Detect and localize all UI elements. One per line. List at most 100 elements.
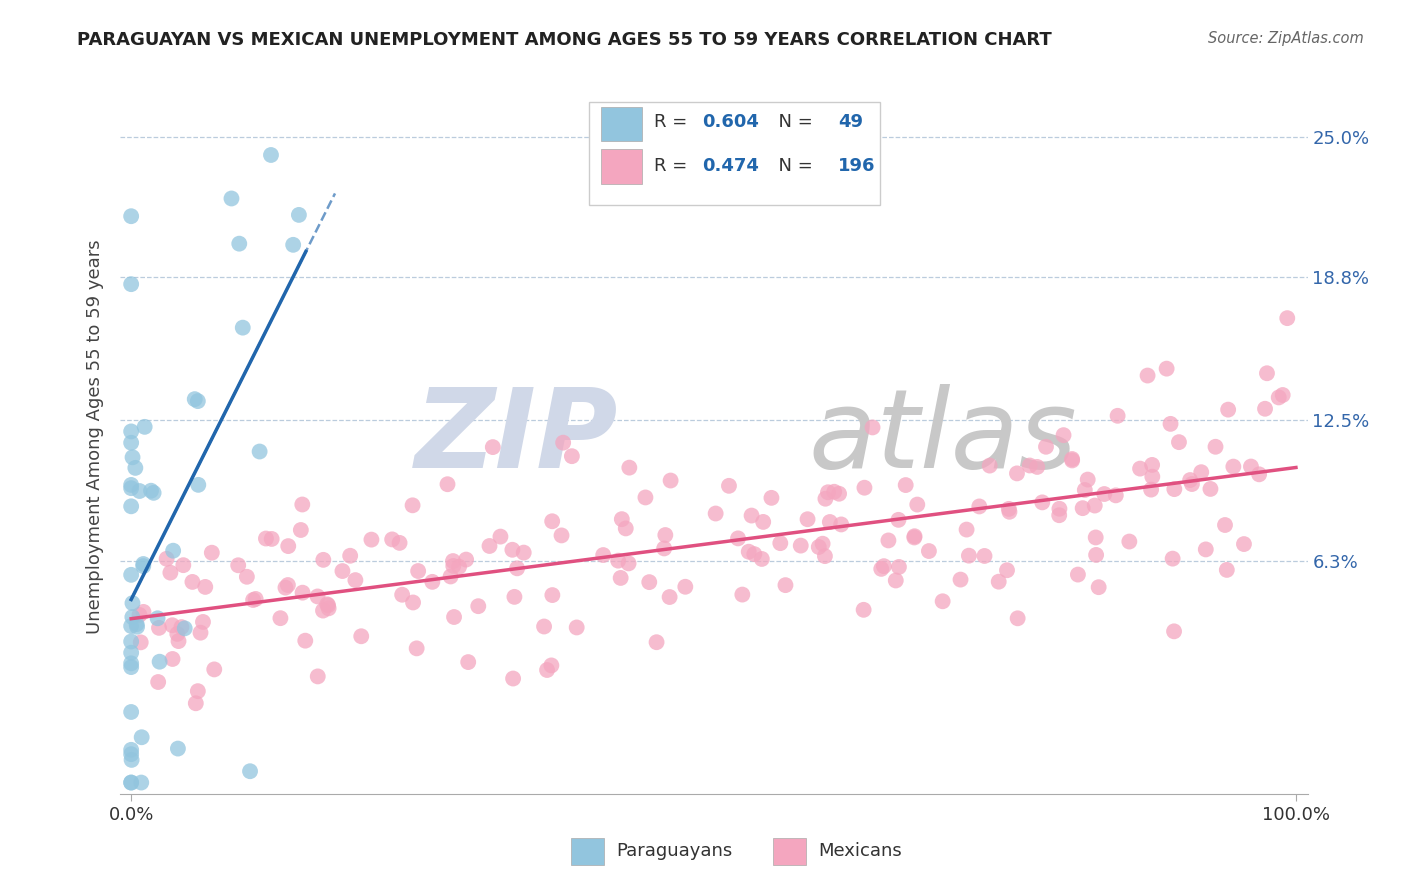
Point <box>478 539 501 553</box>
Point <box>121 596 143 610</box>
Point <box>129 775 152 789</box>
Point <box>439 569 461 583</box>
Point <box>998 501 1021 516</box>
Text: N =: N = <box>768 157 818 175</box>
Point <box>887 513 910 527</box>
Point <box>128 483 150 498</box>
Point <box>381 533 404 547</box>
Point <box>173 621 195 635</box>
Point <box>236 570 259 584</box>
Point <box>1087 580 1109 594</box>
Point <box>120 425 142 439</box>
Point <box>134 420 156 434</box>
Point <box>127 620 149 634</box>
Point <box>610 512 633 526</box>
Point <box>817 485 839 500</box>
Text: Source: ZipAtlas.com: Source: ZipAtlas.com <box>1208 31 1364 46</box>
Point <box>202 662 225 676</box>
Point <box>955 523 977 537</box>
Point <box>221 192 243 206</box>
Point <box>181 574 204 589</box>
Point <box>659 474 682 488</box>
Point <box>830 517 852 532</box>
Point <box>658 590 681 604</box>
Point <box>741 508 763 523</box>
Point <box>541 588 564 602</box>
Point <box>1218 402 1240 417</box>
Point <box>260 532 283 546</box>
Point <box>120 209 142 223</box>
Point <box>146 611 169 625</box>
Point <box>242 593 264 607</box>
Point <box>184 392 207 406</box>
Point <box>1195 542 1218 557</box>
Point <box>339 549 361 563</box>
Point <box>862 420 884 434</box>
Point <box>422 574 444 589</box>
Point <box>592 548 614 562</box>
Point <box>1199 482 1222 496</box>
Point <box>1156 361 1178 376</box>
Point <box>1271 388 1294 402</box>
Point <box>187 684 209 698</box>
Point <box>995 563 1018 577</box>
Point <box>1084 531 1107 545</box>
Point <box>1233 537 1256 551</box>
Point <box>1062 452 1084 467</box>
Point <box>796 512 818 526</box>
Point <box>121 610 143 624</box>
Text: N =: N = <box>768 112 818 130</box>
Point <box>148 621 170 635</box>
Point <box>406 564 429 578</box>
Point <box>156 551 179 566</box>
Text: atlas: atlas <box>808 384 1077 491</box>
Point <box>1031 495 1053 509</box>
Y-axis label: Unemployment Among Ages 55 to 59 years: Unemployment Among Ages 55 to 59 years <box>86 240 104 634</box>
Point <box>1240 459 1263 474</box>
Point <box>957 549 980 563</box>
Point <box>162 618 184 632</box>
Point <box>979 458 1001 473</box>
Point <box>402 595 425 609</box>
Point <box>918 544 941 558</box>
Point <box>405 641 427 656</box>
Point <box>1026 459 1049 474</box>
Point <box>120 743 142 757</box>
Point <box>187 478 209 492</box>
Text: Paraguayans: Paraguayans <box>616 842 733 860</box>
Point <box>501 542 523 557</box>
Point <box>752 515 775 529</box>
Point <box>283 237 305 252</box>
Point <box>1018 458 1040 473</box>
Point <box>291 498 314 512</box>
Point <box>807 540 830 554</box>
Point <box>607 554 630 568</box>
Point <box>269 611 291 625</box>
Point <box>132 559 155 574</box>
Point <box>228 236 250 251</box>
Point <box>877 533 900 548</box>
Point <box>1216 563 1239 577</box>
Point <box>167 741 190 756</box>
Point <box>191 615 214 629</box>
Point <box>332 564 354 578</box>
Point <box>360 533 382 547</box>
Point <box>291 585 314 599</box>
Point <box>1161 551 1184 566</box>
Point <box>201 546 224 560</box>
Point <box>775 578 797 592</box>
Point <box>550 528 572 542</box>
Point <box>609 571 631 585</box>
Point <box>1181 477 1204 491</box>
Point <box>120 634 142 648</box>
Text: Mexicans: Mexicans <box>818 842 901 860</box>
Point <box>536 663 558 677</box>
Point <box>1178 473 1201 487</box>
Point <box>1277 311 1299 326</box>
Point <box>1071 501 1094 516</box>
Point <box>814 491 837 506</box>
Point <box>162 652 184 666</box>
Point <box>1047 508 1070 523</box>
Point <box>172 558 194 573</box>
Point <box>449 559 471 574</box>
